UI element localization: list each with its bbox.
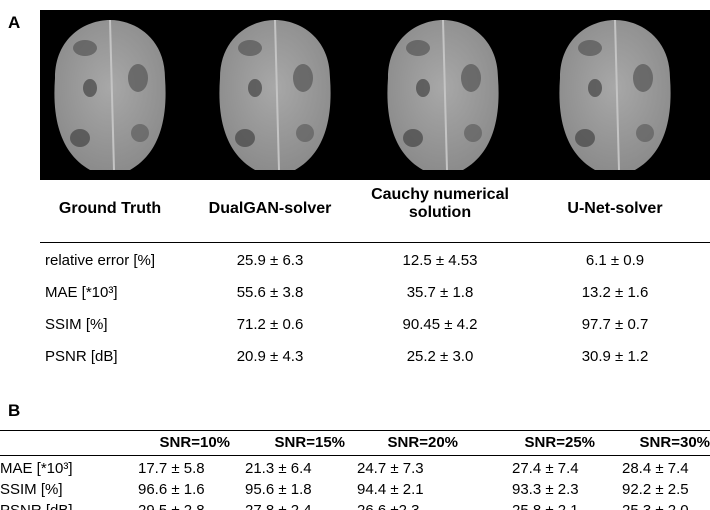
panel-label: B bbox=[8, 401, 21, 420]
column-header: Cauchy numerical solution bbox=[371, 186, 509, 221]
cell: 25.3 ± 2.0 bbox=[622, 502, 689, 510]
cell: 30.9 ± 1.2 bbox=[581, 348, 649, 365]
column-header: SNR=15% bbox=[274, 434, 345, 451]
cell: 71.2 ± 0.6 bbox=[236, 316, 304, 333]
row-label: relative error [%] bbox=[45, 252, 156, 269]
column-header: SNR=20% bbox=[387, 434, 458, 451]
column-header: U-Net-solver bbox=[567, 200, 663, 217]
row-label: PSNR [dB] bbox=[45, 348, 118, 365]
cell: 94.4 ± 2.1 bbox=[357, 481, 424, 498]
cell: 90.45 ± 4.2 bbox=[402, 316, 478, 333]
rule bbox=[40, 242, 710, 243]
image-strip bbox=[40, 10, 710, 180]
cell: 12.5 ± 4.53 bbox=[402, 252, 478, 269]
panel-label: A bbox=[8, 13, 21, 32]
cell: 6.1 ± 0.9 bbox=[585, 252, 645, 269]
row-label: SSIM [%] bbox=[0, 481, 63, 498]
cell: 13.2 ± 1.6 bbox=[581, 284, 649, 301]
cell: 29.5 ± 2.8 bbox=[138, 502, 205, 510]
cell: 97.7 ± 0.7 bbox=[581, 316, 649, 333]
row-label: MAE [*10³] bbox=[45, 284, 118, 301]
column-header: SNR=30% bbox=[639, 434, 710, 451]
cell: 92.2 ± 2.5 bbox=[622, 481, 689, 498]
column-header: SNR=25% bbox=[524, 434, 595, 451]
cell: 25.8 ± 2.1 bbox=[512, 502, 579, 510]
cell: 26.6 ±2.3 bbox=[357, 502, 419, 510]
cell: 21.3 ± 6.4 bbox=[245, 460, 312, 477]
column-header: SNR=10% bbox=[159, 434, 230, 451]
column-header: DualGAN-solver bbox=[208, 200, 332, 217]
cell: 28.4 ± 7.4 bbox=[622, 460, 689, 477]
cell: 55.6 ± 3.8 bbox=[236, 284, 304, 301]
cell: 35.7 ± 1.8 bbox=[406, 284, 474, 301]
cell: 25.9 ± 6.3 bbox=[236, 252, 304, 269]
cell: 96.6 ± 1.6 bbox=[138, 481, 205, 498]
row-label: SSIM [%] bbox=[45, 316, 108, 333]
cell: 24.7 ± 7.3 bbox=[357, 460, 424, 477]
cell: 20.9 ± 4.3 bbox=[236, 348, 304, 365]
rule bbox=[0, 455, 710, 456]
cell: 93.3 ± 2.3 bbox=[512, 481, 579, 498]
row-label: PSNR [dB] bbox=[0, 502, 73, 510]
rule bbox=[0, 430, 710, 431]
cell: 27.8 ± 2.4 bbox=[245, 502, 312, 510]
cell: 17.7 ± 5.8 bbox=[138, 460, 205, 477]
column-header: Ground Truth bbox=[58, 200, 162, 217]
cell: 25.2 ± 3.0 bbox=[406, 348, 474, 365]
cell: 95.6 ± 1.8 bbox=[245, 481, 312, 498]
cell: 27.4 ± 7.4 bbox=[512, 460, 579, 477]
row-label: MAE [*10³] bbox=[0, 460, 73, 477]
